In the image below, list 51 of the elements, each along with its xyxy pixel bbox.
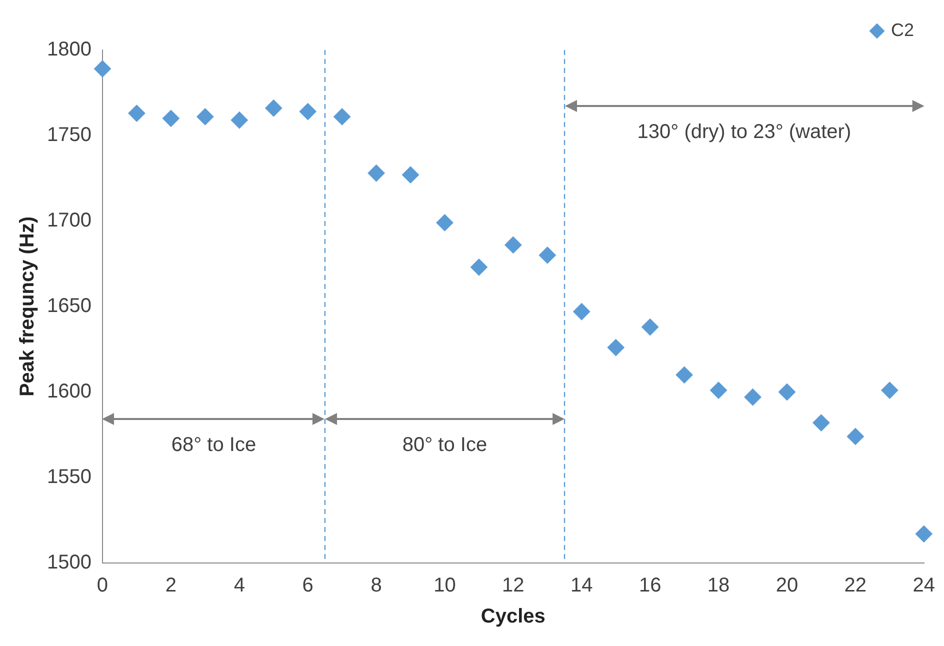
point [573,303,590,320]
x-tick-label: 24 [912,574,935,597]
point [846,428,864,445]
y-tick-label: 1750 [46,124,92,146]
point [265,100,282,117]
y-tick-label: 1650 [46,295,92,318]
point [607,339,624,356]
point [881,382,898,399]
y-tick-label: 1800 [46,38,92,61]
point [196,108,214,126]
point [812,414,830,432]
point [710,382,728,399]
point [778,384,796,400]
y-axis-title: Peak frequncy (Hz) [16,216,39,397]
annotation: 68° to Ice [171,434,256,456]
x-tick-label: 18 [707,574,730,597]
x-tick-label: 0 [96,574,108,597]
point [230,112,248,129]
point [334,108,351,126]
point [676,366,693,384]
point [744,388,762,406]
x-tick-label: 16 [638,574,662,597]
point [162,110,180,127]
y-tick-label: 1500 [46,552,92,574]
x-tick-label: 10 [434,574,456,597]
x-tick-label: 12 [502,574,524,597]
x-tick-label: 14 [570,574,593,597]
x-tick-label: 8 [370,574,382,597]
x-axis-title: Cycles [480,606,546,628]
point [94,60,111,78]
point [128,104,146,122]
x-tick-label: 22 [844,574,867,597]
point [915,525,932,542]
point [504,236,522,254]
point [436,214,454,232]
x-tick-label: 6 [302,574,314,597]
y-tick-label: 1550 [46,466,92,488]
point [368,164,385,182]
point [470,258,488,276]
x-tick-label: 20 [776,574,798,597]
y-tick-label: 1600 [46,380,92,403]
point [299,103,316,120]
point [642,318,659,336]
legend-label: C2 [890,20,914,40]
annotation: 80° to Ice [402,434,488,456]
annotation: 130° (dry) to 23° (water) [637,120,852,143]
point [538,246,556,264]
y-tick-label: 1700 [46,210,92,232]
point [402,166,420,184]
x-tick-label: 2 [165,574,177,597]
x-tick-label: 4 [234,574,245,597]
